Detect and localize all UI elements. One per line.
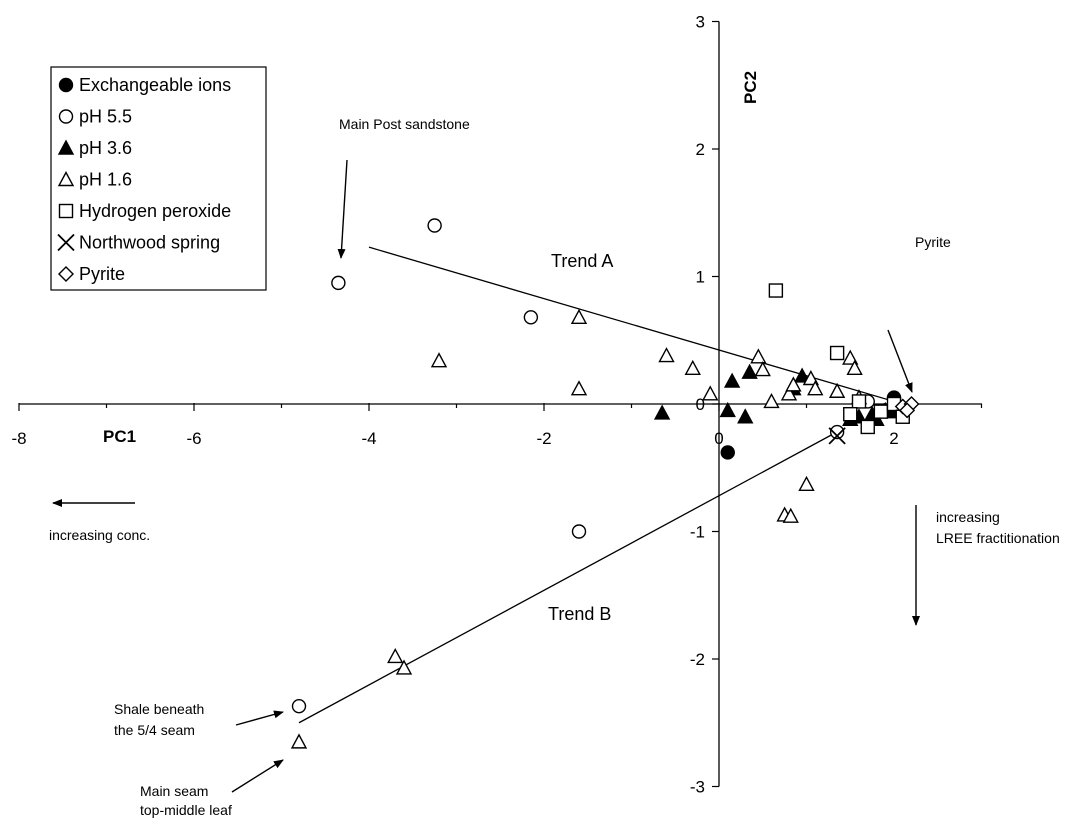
point-northwood-spring: [828, 427, 846, 445]
point-ph-3-6: [737, 408, 754, 424]
point-hydrogen-peroxide: [829, 345, 845, 361]
legend-label-northwood-spring: Northwood spring: [79, 233, 220, 253]
legend-label-hydrogen-peroxide: Hydrogen peroxide: [79, 201, 231, 221]
x-tick-label: -4: [361, 429, 376, 448]
point-exchangeable-ions: [720, 445, 735, 460]
trend-b-label: Trend B: [548, 604, 611, 624]
point-ph-5-5: [571, 524, 587, 539]
point-ph-1-6: [846, 359, 863, 375]
legend-marker-ph-3-6: [57, 139, 75, 155]
y-tick-label: 1: [696, 268, 705, 287]
legend-box: [50, 66, 267, 291]
point-hydrogen-peroxide: [860, 419, 875, 435]
x-tick-label: -6: [186, 429, 201, 448]
y-tick-label: 3: [696, 13, 705, 32]
legend-label-ph-5-5: pH 5.5: [79, 107, 132, 127]
legend-marker-ph-5-5: [58, 109, 74, 124]
point-ph-1-6: [763, 392, 780, 409]
point-ph-1-6: [750, 348, 767, 364]
x-tick-label: 2: [889, 429, 898, 448]
point-ph-1-6: [658, 347, 675, 363]
annotation-arrows: [52, 159, 920, 793]
point-ph-3-6: [719, 401, 736, 418]
legend-marker-ph-1-6: [57, 171, 75, 187]
legend-marker-pyrite: [58, 266, 74, 282]
point-ph-1-6: [802, 370, 820, 386]
legend-marker-hydrogen-peroxide: [58, 203, 74, 219]
point-ph-1-6: [290, 733, 308, 749]
x-tick-label: -8: [11, 429, 26, 448]
point-ph-1-6: [798, 475, 815, 492]
main-post-arrow: [337, 159, 348, 259]
pyrite-label: Pyrite: [915, 234, 951, 250]
x-tick-label: 0: [714, 429, 723, 448]
pyrite-arrow: [887, 329, 913, 393]
point-ph-3-6: [793, 367, 811, 383]
point-ph-1-6: [570, 308, 588, 324]
trend-a-label: Trend A: [551, 251, 613, 271]
point-ph-3-6: [653, 404, 671, 420]
y-tick-label: -2: [690, 650, 705, 669]
point-hydrogen-peroxide: [873, 404, 889, 419]
trend-lines: [298, 246, 903, 724]
legend-label-ph-3-6: pH 3.6: [79, 138, 132, 158]
point-hydrogen-peroxide: [768, 283, 784, 298]
x-axis-title: PC1: [103, 427, 136, 446]
main-post-label: Main Post sandstone: [339, 116, 470, 132]
point-ph-1-6: [807, 380, 824, 396]
legend-label-ph-1-6: pH 1.6: [79, 170, 132, 190]
main-seam-label-line2: top-middle leaf: [140, 802, 232, 818]
legend-marker-northwood-spring: [57, 233, 75, 252]
point-ph-5-5: [291, 698, 307, 714]
point-ph-1-6: [684, 359, 701, 375]
point-ph-1-6: [785, 376, 802, 392]
point-ph-1-6: [842, 349, 859, 365]
point-ph-5-5: [829, 424, 845, 440]
point-hydrogen-peroxide: [843, 407, 858, 422]
point-ph-1-6: [570, 380, 588, 396]
data-points: [290, 218, 920, 749]
point-hydrogen-peroxide: [851, 394, 867, 409]
legend-label-pyrite: Pyrite: [79, 264, 125, 284]
y-axis-ticks: 3 2 1 0 -1 -2 -3: [690, 13, 719, 797]
main-seam-arrow: [231, 759, 284, 793]
point-ph-1-6: [782, 507, 799, 523]
shale-label-line2: the 5/4 seam: [114, 722, 195, 738]
trend-a-line: [368, 246, 903, 405]
y-tick-label: 0: [696, 395, 705, 414]
point-ph-5-5: [331, 275, 346, 291]
point-ph-1-6: [754, 361, 771, 377]
lree-label-line1: increasing: [936, 509, 1000, 525]
y-axis-title: PC2: [741, 71, 760, 104]
lree-label-line2: LREE fractitionation: [936, 530, 1060, 546]
legend-marker-exchangeable-ions: [58, 77, 74, 93]
y-tick-label: -3: [690, 778, 705, 797]
point-ph-5-5: [427, 218, 442, 233]
shale-label-line1: Shale beneath: [114, 701, 204, 717]
point-ph-1-6: [702, 385, 719, 401]
trend-b-line: [298, 428, 842, 724]
point-ph-1-6: [387, 647, 404, 664]
axes: -8 -6 -4 -2 0 2 3 2 1 0 -1 -2 -3: [11, 13, 983, 797]
y-tick-label: 2: [696, 140, 705, 159]
shale-arrow: [235, 710, 284, 726]
point-pyrite: [899, 402, 916, 419]
x-tick-label: -2: [536, 429, 551, 448]
x-axis-ticks: -8 -6 -4 -2 0 2: [11, 403, 983, 448]
point-ph-5-5: [523, 310, 539, 325]
point-ph-1-6: [828, 382, 846, 398]
point-ph-3-6: [741, 363, 758, 379]
y-tick-label: -1: [690, 523, 705, 542]
point-ph-1-6: [780, 385, 798, 401]
point-ph-1-6: [430, 352, 448, 368]
legend: Exchangeable ions pH 5.5 pH 3.6 pH 1.6 Hydro…: [50, 66, 267, 291]
point-ph-1-6: [395, 659, 413, 675]
main-seam-label-line1: Main seam: [140, 783, 208, 799]
point-ph-3-6: [723, 372, 741, 388]
legend-label-exchangeable-ions: Exchangeable ions: [79, 75, 231, 95]
increasing-conc-label: increasing conc.: [49, 527, 150, 543]
